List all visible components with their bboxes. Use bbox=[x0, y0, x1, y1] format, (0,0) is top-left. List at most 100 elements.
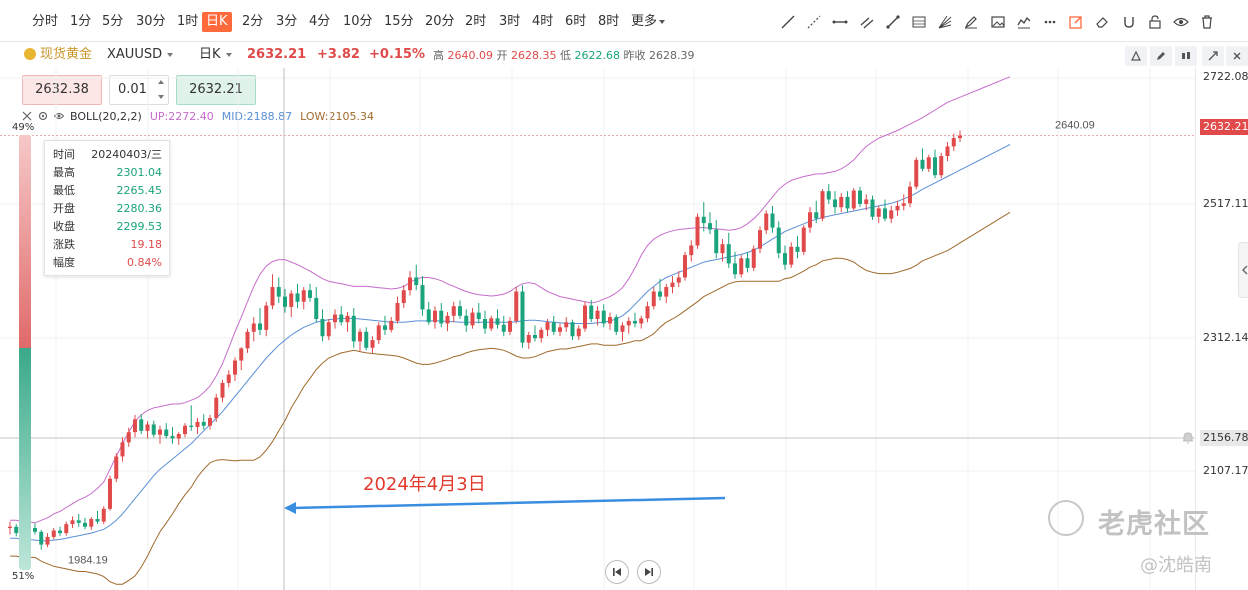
chart-settings-button[interactable] bbox=[1125, 46, 1147, 66]
parallel-line-tool[interactable] bbox=[858, 13, 876, 31]
scroll-start-button[interactable] bbox=[605, 560, 629, 584]
candle-body bbox=[45, 536, 50, 545]
trash-tool[interactable] bbox=[1198, 13, 1216, 31]
fullscreen-button[interactable] bbox=[1202, 46, 1224, 66]
segment-tool[interactable] bbox=[884, 13, 902, 31]
candle-body bbox=[539, 329, 544, 339]
horizontal-line-tool[interactable] bbox=[831, 13, 849, 31]
quantity-stepper[interactable]: 0.01 bbox=[109, 75, 169, 105]
lock-icon bbox=[1149, 15, 1161, 29]
indicator-button[interactable] bbox=[1175, 46, 1197, 66]
timeframe-10[interactable]: 15分 bbox=[384, 14, 414, 29]
candle-body bbox=[320, 318, 325, 337]
price-tick-label: 2722.08 bbox=[1203, 70, 1248, 83]
candle-body bbox=[14, 526, 19, 534]
candle-body bbox=[33, 527, 37, 532]
candle-body bbox=[689, 245, 694, 256]
sentiment-bottom-pct: 51% bbox=[12, 571, 35, 582]
timeframe-9[interactable]: 10分 bbox=[343, 14, 373, 29]
more-dots-tool[interactable] bbox=[1041, 13, 1059, 31]
prev-close-value: 2628.39 bbox=[649, 49, 695, 62]
timeframe-11[interactable]: 20分 bbox=[425, 14, 455, 29]
trend-line-tool[interactable] bbox=[779, 13, 797, 31]
edit-tool[interactable] bbox=[1067, 13, 1085, 31]
timeframe-7[interactable]: 3分 bbox=[276, 14, 298, 29]
sentiment-bearish-fill bbox=[19, 135, 31, 349]
candle-body bbox=[920, 159, 925, 169]
image-tool[interactable] bbox=[989, 13, 1007, 31]
candle-body bbox=[601, 310, 606, 324]
candle-body bbox=[933, 157, 937, 176]
timeframe-14[interactable]: 4时 bbox=[532, 14, 554, 29]
candle-body bbox=[170, 435, 175, 439]
lock-tool[interactable] bbox=[1146, 13, 1164, 31]
candle-body bbox=[339, 314, 344, 323]
eye-icon[interactable] bbox=[54, 111, 64, 121]
timeframe-3[interactable]: 30分 bbox=[136, 14, 166, 29]
candle-body bbox=[451, 306, 456, 316]
tiger-logo-icon bbox=[1048, 500, 1084, 536]
magnet-tool[interactable] bbox=[1120, 13, 1138, 31]
fan-tool[interactable] bbox=[936, 13, 954, 31]
candle-body bbox=[758, 230, 762, 249]
skip-back-icon bbox=[613, 568, 621, 576]
candle-body bbox=[558, 327, 562, 332]
annotation-date-text: 2024年4月3日 bbox=[363, 474, 486, 495]
trash-icon bbox=[1202, 15, 1213, 29]
candle-body bbox=[376, 325, 381, 341]
symbol-name[interactable]: 现货黄金 bbox=[40, 47, 93, 62]
candle-body bbox=[770, 213, 775, 228]
buy-price-button[interactable]: 2632.21 bbox=[176, 75, 256, 105]
candle-body bbox=[283, 296, 287, 307]
sell-price-button[interactable]: 2632.38 bbox=[22, 75, 102, 105]
high-value: 2640.09 bbox=[447, 49, 494, 62]
candle-body bbox=[608, 317, 612, 324]
side-panel-toggle[interactable] bbox=[1238, 242, 1248, 298]
symbol-selector[interactable]: XAUUSD bbox=[107, 46, 174, 64]
fibonacci-icon bbox=[912, 16, 926, 28]
candle-body bbox=[351, 315, 356, 342]
alert-bell-icon[interactable] bbox=[1181, 431, 1195, 445]
close-indicator-icon[interactable] bbox=[22, 111, 32, 121]
timeframe-8[interactable]: 4分 bbox=[309, 14, 331, 29]
candle-body bbox=[39, 531, 44, 545]
stepper-up-icon[interactable] bbox=[158, 80, 164, 84]
timeframe-2[interactable]: 5分 bbox=[102, 14, 124, 29]
price-axis[interactable] bbox=[1195, 68, 1248, 590]
draw-toggle-button[interactable] bbox=[1150, 46, 1172, 66]
indicator-settings-icon[interactable] bbox=[38, 111, 48, 121]
tooltip-value: 2299.53 bbox=[116, 220, 163, 233]
stepper-down-icon[interactable] bbox=[158, 95, 164, 99]
candle-body bbox=[258, 323, 262, 330]
timeframe-13[interactable]: 3时 bbox=[499, 14, 521, 29]
timeframe-5[interactable]: 日K bbox=[202, 12, 232, 32]
timeframe-12[interactable]: 2时 bbox=[465, 14, 487, 29]
period-selector[interactable]: 日K bbox=[199, 46, 232, 64]
candle-body bbox=[864, 199, 869, 204]
timeframe-16[interactable]: 8时 bbox=[598, 14, 620, 29]
sentiment-bullish-fill bbox=[19, 348, 31, 570]
scroll-end-button[interactable] bbox=[637, 560, 661, 584]
fibonacci-tool[interactable] bbox=[910, 13, 928, 31]
last-price: 2632.21 bbox=[247, 47, 307, 62]
ray-line-tool[interactable] bbox=[805, 13, 823, 31]
eye-tool[interactable] bbox=[1172, 13, 1190, 31]
timeframe-4[interactable]: 1时 bbox=[177, 14, 199, 29]
open-label: 开 bbox=[496, 49, 508, 62]
more-dots-icon bbox=[1044, 20, 1056, 24]
candle-body bbox=[126, 432, 131, 443]
pattern-tool[interactable] bbox=[1015, 13, 1033, 31]
close-chart-button[interactable] bbox=[1226, 46, 1248, 66]
annotation-arrow-line bbox=[291, 496, 726, 510]
timeframe-1[interactable]: 1分 bbox=[70, 14, 92, 29]
candle-body bbox=[114, 456, 119, 479]
timeframe-more[interactable]: 更多 bbox=[627, 12, 669, 32]
timeframe-6[interactable]: 2分 bbox=[242, 14, 264, 29]
candle-body bbox=[745, 258, 750, 268]
candlestick-chart[interactable]: 2640.09 1984.19 bbox=[0, 68, 1195, 590]
timeframe-toolbar: 分时 1分 5分 30分 1时 日K 2分 3分 4分 10分 15分 20分 2时 3时 4时 6时 8时 更多 bbox=[0, 0, 1248, 42]
timeframe-15[interactable]: 6时 bbox=[565, 14, 587, 29]
eraser-tool[interactable] bbox=[1093, 13, 1111, 31]
timeframe-0[interactable]: 分时 bbox=[32, 14, 59, 29]
brush-tool[interactable] bbox=[962, 13, 980, 31]
